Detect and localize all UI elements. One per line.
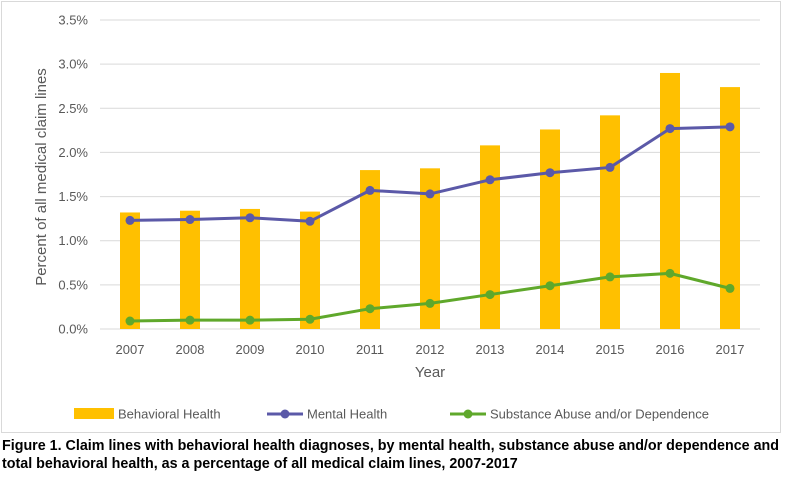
data-point [365, 185, 375, 195]
data-point [185, 215, 195, 225]
bar [720, 87, 740, 330]
x-tick-label: 2014 [536, 342, 565, 357]
legend: Behavioral Health Mental Health Substance … [74, 407, 709, 422]
data-point [485, 175, 495, 185]
y-tick-label: 3.5% [58, 13, 88, 28]
data-point [665, 268, 675, 278]
x-tick-label: 2012 [416, 342, 445, 357]
y-axis-title: Percent of all medical claim lines [33, 68, 50, 286]
y-tick-label: 1.5% [58, 189, 88, 204]
chart-frame: 0.0% 0.5% 1.0% 1.5% 2.0% 2.5% 3.0% 3.5% 2007 200… [1, 1, 781, 433]
legend-label: Mental Health [307, 407, 387, 422]
data-point [185, 315, 195, 325]
x-tick-label: 2009 [236, 342, 265, 357]
bar [660, 72, 680, 329]
data-point [605, 162, 615, 172]
x-tick-label: 2007 [116, 342, 145, 357]
x-tick-label: 2010 [296, 342, 325, 357]
y-tick-label: 0.5% [58, 277, 88, 292]
bar [120, 212, 140, 329]
bar [540, 129, 560, 329]
data-point [725, 122, 735, 132]
data-point [305, 314, 315, 324]
chart-svg: 0.0%0.5%1.0%1.5%2.0%2.5%3.0%3.5% 2007 200… [33, 13, 760, 422]
data-point [365, 304, 375, 314]
x-tick-label: 2016 [656, 342, 685, 357]
bar [180, 210, 200, 329]
bars [120, 72, 740, 330]
figure-caption: Figure 1. Claim lines with behavioral he… [2, 438, 779, 472]
x-tick-labels: 2007 2008 2009 2010 2011 2012 2013 2014 2015 2016… [116, 342, 745, 357]
data-point [425, 189, 435, 199]
x-tick-label: 2013 [476, 342, 505, 357]
legend-swatch-bar [74, 408, 114, 419]
x-tick-label: 2015 [596, 342, 625, 357]
data-point [545, 281, 555, 291]
x-tick-label: 2011 [356, 342, 384, 357]
data-point [305, 216, 315, 226]
y-tick-label: 2.0% [58, 145, 88, 160]
data-point [605, 272, 615, 282]
bar [480, 145, 500, 329]
data-point [245, 213, 255, 223]
x-tick-label: 2017 [716, 342, 745, 357]
y-tick-labels: 0.0% 0.5% 1.0% 1.5% 2.0% 2.5% 3.0% 3.5% [58, 13, 88, 337]
y-tick-label: 1.0% [58, 233, 88, 248]
data-point [725, 283, 735, 293]
data-point [245, 315, 255, 325]
data-point [425, 298, 435, 308]
bar [300, 211, 320, 329]
y-tick-label: 2.5% [58, 101, 88, 116]
y-tick-label: 3.0% [58, 57, 88, 72]
bar [240, 208, 260, 329]
data-point [125, 316, 135, 326]
lines [125, 122, 735, 326]
data-point [485, 290, 495, 300]
y-tick-label: 0.0% [58, 322, 88, 337]
bar [420, 168, 440, 329]
legend-swatch-marker [463, 409, 473, 419]
legend-label: Substance Abuse and/or Dependence [490, 407, 709, 422]
data-point [125, 215, 135, 225]
bar [360, 170, 380, 329]
data-point [665, 124, 675, 134]
data-point [545, 168, 555, 178]
x-axis-title: Year [415, 364, 445, 381]
x-tick-label: 2008 [176, 342, 205, 357]
legend-label: Behavioral Health [118, 407, 221, 422]
bar [600, 115, 620, 329]
legend-swatch-marker [280, 409, 290, 419]
